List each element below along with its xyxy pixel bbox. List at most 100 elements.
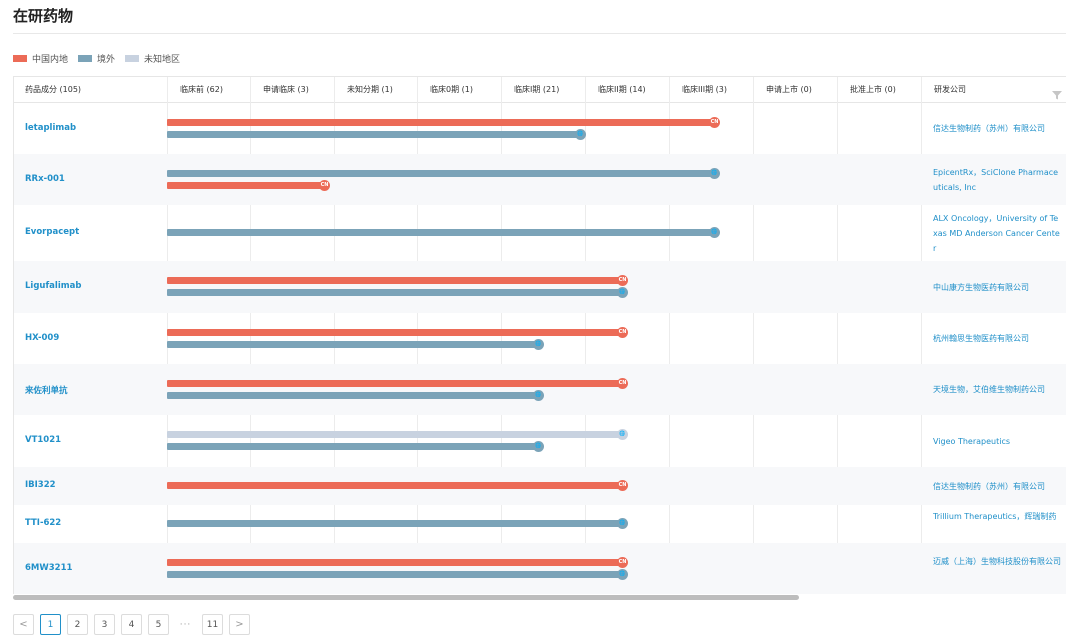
phase-bar-ov: 🌐 bbox=[167, 569, 628, 580]
column-divider bbox=[585, 77, 586, 594]
phase-bar-ov: 🌐 bbox=[167, 167, 720, 179]
globe-icon: 🌐 bbox=[533, 441, 544, 452]
china-badge-icon: CN bbox=[319, 179, 330, 191]
phase-bar-cn: CN bbox=[167, 377, 628, 389]
legend-swatch bbox=[78, 55, 93, 62]
column-header: 临床I期 (21) bbox=[514, 85, 560, 94]
company-link[interactable]: EpicentRx，SciClone Pharmaceuticals, Inc bbox=[933, 167, 1059, 192]
column-divider bbox=[669, 77, 670, 594]
phase-bar-ov: 🌐 bbox=[167, 441, 544, 452]
table-row: TTI-622 🌐 Trillium Therapeutics，辉瑞制药 bbox=[14, 505, 1066, 543]
table-row: RRx-001 🌐 CN EpicentRx，SciClone Pharmaceuti… bbox=[14, 154, 1066, 205]
phase-bar-un: 🌐 bbox=[167, 429, 628, 440]
company-link[interactable]: 中山康方生物医药有限公司 bbox=[933, 282, 1029, 292]
company-link[interactable]: Trillium Therapeutics，辉瑞制药 bbox=[933, 512, 1057, 521]
china-badge-icon: CN bbox=[617, 326, 628, 338]
page-button-4[interactable]: 4 bbox=[121, 614, 142, 635]
table-row: IBI322 CN 信达生物制药（苏州）有限公司 bbox=[14, 467, 1066, 505]
phase-bar-cn: CN bbox=[167, 326, 628, 338]
column-divider bbox=[167, 77, 168, 594]
column-header: 临床前 (62) bbox=[180, 85, 223, 94]
phase-bar-ov: 🌐 bbox=[167, 128, 586, 140]
table-header: 药品成分 (105) 临床前 (62) 申请临床 (3) 未知分期 (1) 临床0期 (… bbox=[14, 77, 1066, 103]
page-button-3[interactable]: 3 bbox=[94, 614, 115, 635]
drug-name-link[interactable]: letaplimab bbox=[25, 122, 77, 133]
column-divider bbox=[250, 77, 251, 594]
column-header: 临床0期 (1) bbox=[430, 85, 473, 94]
globe-icon: 🌐 bbox=[617, 569, 628, 580]
legend-label: 未知地区 bbox=[144, 55, 181, 65]
china-badge-icon: CN bbox=[617, 557, 628, 568]
column-header: 申请上市 (0) bbox=[766, 85, 812, 94]
phase-bar-ov: 🌐 bbox=[167, 518, 628, 529]
drug-name-link[interactable]: Evorpacept bbox=[25, 227, 80, 237]
page-button-5[interactable]: 5 bbox=[148, 614, 169, 635]
drug-name-link[interactable]: Ligufalimab bbox=[25, 281, 82, 291]
drug-name-link[interactable]: RRx-001 bbox=[25, 173, 65, 184]
table-row: 6MW3211 CN 🌐 迈威（上海）生物科技股份有限公司 bbox=[14, 543, 1066, 594]
company-link[interactable]: 杭州翰思生物医药有限公司 bbox=[933, 334, 1029, 343]
phase-bar-ov: 🌐 bbox=[167, 227, 720, 238]
phase-bar-cn: CN bbox=[167, 480, 628, 491]
globe-icon: 🌐 bbox=[533, 389, 544, 401]
company-link[interactable]: 迈威（上海）生物科技股份有限公司 bbox=[933, 557, 1061, 566]
drug-name-link[interactable]: HX-009 bbox=[25, 332, 60, 343]
phase-bar-cn: CN bbox=[167, 557, 628, 568]
column-divider bbox=[501, 77, 502, 594]
drug-name-link[interactable]: IBI322 bbox=[25, 480, 56, 490]
phase-bar-ov: 🌐 bbox=[167, 287, 628, 298]
drug-name-link[interactable]: 来佐利单抗 bbox=[25, 385, 68, 396]
drug-name-link[interactable]: VT1021 bbox=[25, 435, 62, 445]
page-ellipsis[interactable]: ··· bbox=[175, 614, 196, 635]
page-button-2[interactable]: 2 bbox=[67, 614, 88, 635]
china-badge-icon: CN bbox=[709, 116, 720, 128]
column-header: 研发公司 bbox=[934, 85, 966, 94]
column-header: 临床III期 (3) bbox=[682, 85, 727, 94]
globe-icon: 🌐 bbox=[533, 338, 544, 350]
next-page-button[interactable]: > bbox=[229, 614, 250, 635]
column-divider bbox=[837, 77, 838, 594]
column-divider bbox=[334, 77, 335, 594]
prev-page-button[interactable]: < bbox=[13, 614, 34, 635]
globe-icon: 🌐 bbox=[617, 287, 628, 298]
china-badge-icon: CN bbox=[617, 377, 628, 389]
globe-icon: 🌐 bbox=[709, 167, 720, 179]
china-badge-icon: CN bbox=[617, 480, 628, 491]
table-row: letaplimab CN 🌐 信达生物制药（苏州）有限公司 bbox=[14, 103, 1066, 154]
table-row: 来佐利单抗 CN 🌐 天境生物，艾伯维生物制药公司 bbox=[14, 364, 1066, 415]
drug-name-link[interactable]: 6MW3211 bbox=[25, 563, 73, 573]
globe-icon: 🌐 bbox=[617, 429, 628, 440]
column-header: 临床II期 (14) bbox=[598, 85, 646, 94]
column-header: 申请临床 (3) bbox=[263, 85, 309, 94]
company-link[interactable]: ALX Oncology，University of Texas MD Ande… bbox=[933, 213, 1060, 253]
filter-icon[interactable] bbox=[1052, 85, 1062, 100]
column-divider bbox=[753, 77, 754, 594]
company-link[interactable]: 信达生物制药（苏州）有限公司 bbox=[933, 124, 1045, 133]
company-link[interactable]: 信达生物制药（苏州）有限公司 bbox=[933, 481, 1045, 491]
horizontal-scrollbar[interactable] bbox=[13, 595, 799, 600]
phase-bar-ov: 🌐 bbox=[167, 338, 544, 350]
legend-item: 境外 bbox=[78, 52, 115, 65]
legend-swatch bbox=[13, 55, 27, 62]
legend-item: 未知地区 bbox=[125, 52, 180, 65]
globe-icon: 🌐 bbox=[709, 227, 720, 238]
page-title: 在研药物 bbox=[13, 7, 74, 25]
legend-label: 中国内地 bbox=[32, 55, 69, 65]
table-row: VT1021 🌐 🌐 Vigeo Therapeutics bbox=[14, 415, 1066, 467]
page-button-last[interactable]: 11 bbox=[202, 614, 223, 635]
column-divider bbox=[921, 77, 922, 594]
china-badge-icon: CN bbox=[617, 275, 628, 286]
column-header: 未知分期 (1) bbox=[347, 85, 393, 94]
page-button-1[interactable]: 1 bbox=[40, 614, 61, 635]
pagination: <1 2 3 4 5 ··· 11 > bbox=[13, 614, 256, 635]
title-divider bbox=[13, 33, 1066, 34]
table-row: HX-009 CN 🌐 杭州翰思生物医药有限公司 bbox=[14, 313, 1066, 364]
phase-bar-cn: CN bbox=[167, 275, 628, 286]
legend: 中国内地 境外 未知地区 bbox=[13, 52, 190, 65]
company-link[interactable]: Vigeo Therapeutics bbox=[933, 436, 1011, 446]
column-divider bbox=[417, 77, 418, 594]
company-link[interactable]: 天境生物，艾伯维生物制药公司 bbox=[933, 385, 1045, 394]
phase-bar-ov: 🌐 bbox=[167, 389, 544, 401]
drug-name-link[interactable]: TTI-622 bbox=[25, 518, 62, 528]
drug-table: 药品成分 (105) 临床前 (62) 申请临床 (3) 未知分期 (1) 临床0期 (… bbox=[13, 76, 1066, 594]
